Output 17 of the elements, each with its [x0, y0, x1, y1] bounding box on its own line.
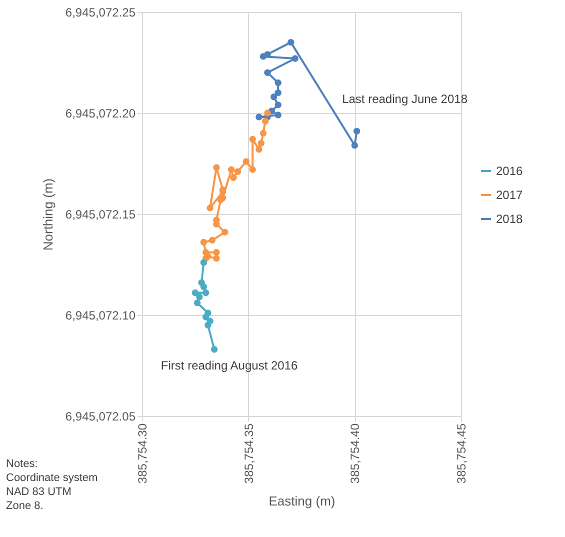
y-tick-label: 6,945,072.20 [65, 106, 136, 120]
legend-label: 2018 [496, 212, 524, 226]
y-tick-label: 6,945,072.10 [65, 308, 136, 322]
text: Notes: Coordinate system NAD 83 UTM Zone 8. [6, 458, 98, 512]
x-tick-label: 385,754.30 [136, 423, 150, 484]
y-tick-label: 6,945,072.05 [65, 410, 136, 424]
legend-label: 2017 [496, 188, 524, 202]
y-tick-label: 6,945,072.15 [65, 208, 136, 222]
annotation: First reading August 2016 [160, 358, 298, 372]
x-tick-label: 385,754.45 [454, 423, 468, 484]
x-tick-label: 385,754.40 [348, 423, 362, 484]
y-tick-label: 6,945,072.25 [65, 6, 136, 20]
legend-label: 2016 [496, 164, 524, 178]
y-axis-title: Northing (m) [40, 178, 56, 251]
x-tick-label: 385,754.35 [242, 423, 256, 484]
x-axis-title: Easting (m) [268, 494, 336, 509]
annotation: Last reading June 2018 [342, 92, 468, 106]
